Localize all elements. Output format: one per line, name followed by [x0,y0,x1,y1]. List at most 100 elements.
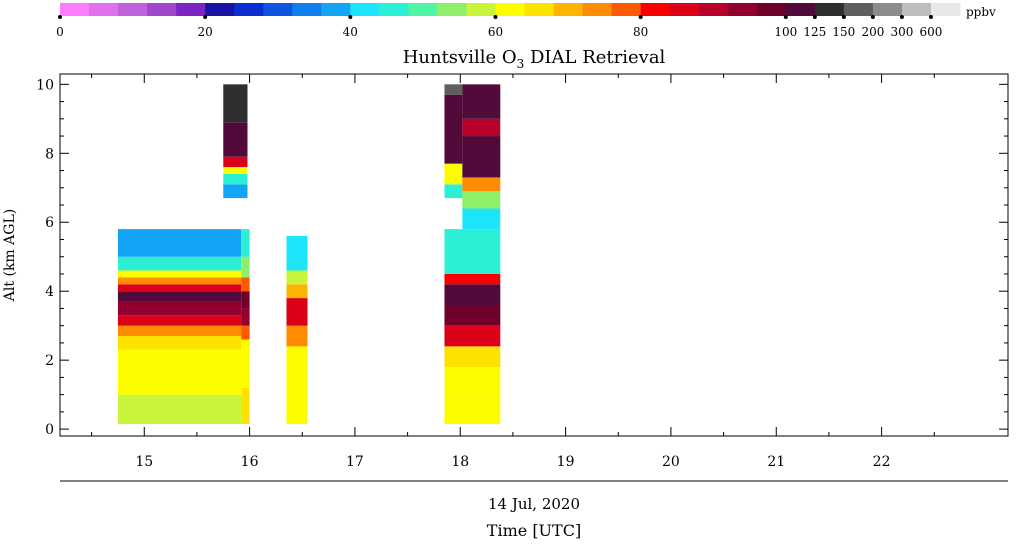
colorbar-swatch [176,3,206,16]
colorbar-swatch [147,3,177,16]
colorbar-tick-label: 300 [890,25,913,39]
heatmap-cell [223,184,248,199]
heatmap-cell [444,184,463,199]
colorbar-tick-label: 600 [920,25,943,39]
colorbar-ticks: 0 20 40 60 80 100 125 150 200 300 600 [56,15,942,39]
heatmap-cell [223,156,248,168]
heatmap-cell [444,284,501,305]
heatmap-cell [444,273,501,285]
heatmap-cell [117,284,242,292]
y-axis-label: Alt (km AGL) [2,209,18,302]
colorbar-swatch [292,3,322,16]
heatmap-cell [117,229,242,257]
heatmap-cell [117,256,242,271]
colorbar-swatch [466,3,496,16]
heatmap-cell [241,229,250,257]
x-tick-label: 15 [135,454,153,470]
colorbar-tick-label: 0 [56,25,64,39]
heatmap-cell [444,398,501,424]
heatmap-cell [444,229,501,274]
heatmap-cell [241,339,250,388]
heatmap-cell [444,84,463,95]
colorbar-tick-mark [928,15,933,19]
chart-title-sub: 3 [517,57,525,71]
colorbar-swatch [756,3,787,16]
heatmap-cell [117,394,242,424]
colorbar-tick-label: 100 [774,25,797,39]
heatmap-cell [444,94,463,164]
heatmap-cell [241,325,250,340]
colorbar-tick-mark [783,15,788,19]
colorbar-tick-label: 80 [633,25,648,39]
colorbar-tick-label: 125 [803,25,826,39]
colorbar-swatch [669,3,700,16]
colorbar-swatch [872,3,903,16]
colorbar-tick-label: 40 [343,25,358,39]
y-tick-label: 0 [45,422,54,438]
colorbar-swatch [234,3,264,16]
chart-title-main: Huntsville O [403,47,517,68]
colorbar-swatch [640,3,671,16]
colorbar-swatch [553,3,584,16]
heatmap-cell [223,167,248,174]
colorbar-tick-mark [812,15,817,19]
heatmap-cell [462,177,501,192]
colorbar-swatch [930,3,961,16]
heatmap-cell [444,346,501,368]
colorbar-tick-label: 150 [832,25,855,39]
heatmap-cell [286,236,308,271]
colorbar-tick-mark [638,15,643,19]
heatmap-cell [462,118,501,137]
heatmap-cell [117,270,242,278]
colorbar-tick-mark [841,15,846,19]
heatmap-cell [223,84,248,123]
heatmap-cell [117,349,242,374]
heatmap-cell [462,208,501,230]
colorbar-tick-mark [899,15,904,19]
y-tick-label: 8 [45,146,54,162]
colorbar-swatch [814,3,845,16]
colorbar-swatch [582,3,613,16]
colorbar-tick-mark [493,15,498,19]
heatmap-cell [286,284,308,299]
heatmap-cell [241,387,250,424]
colorbar-tick-mark [870,15,875,19]
chart-title: Huntsville O3 DIAL Retrieval [403,47,666,71]
colorbar-swatch [321,3,351,16]
heatmap-cell [117,325,242,337]
heatmap-cell [117,291,242,302]
y-tick-label: 4 [45,284,54,300]
x-tick-label: 19 [557,454,575,470]
colorbar-swatch [901,3,932,16]
heatmap-cell [444,325,501,347]
colorbar-swatch [785,3,816,16]
chart-title-rest: DIAL Retrieval [524,47,665,68]
colorbar-swatch [118,3,148,16]
colorbar-swatch [698,3,729,16]
heatmap-cell [462,191,501,209]
heatmap-cell [444,367,501,399]
colorbar-tick-mark [348,15,353,19]
heatmap-cell [117,315,242,326]
colorbar-swatch [205,3,235,16]
colorbar-unit: ppbv [966,5,996,19]
heatmap-cells [117,84,501,424]
colorbar-tick-mark [58,15,62,19]
colorbar-swatch [408,3,438,16]
heatmap-cell [286,270,308,285]
colorbar-swatch [379,3,409,16]
heatmap-cell [241,291,250,309]
colorbar-swatch [437,3,467,16]
heatmap-cell [117,336,242,350]
heatmap-cell [241,277,250,292]
x-tick-label: 22 [873,454,891,470]
heatmap-cell [223,122,248,157]
colorbar-swatch [350,3,380,16]
x-axis-label: Time [UTC] [487,521,581,540]
x-tick-label: 17 [346,454,364,470]
plot-frame [59,73,1009,437]
axes: 0 2 4 6 8 10 15 16 17 18 19 20 21 22 [36,74,1008,470]
colorbar-swatch [263,3,293,16]
colorbar-swatch [843,3,874,16]
